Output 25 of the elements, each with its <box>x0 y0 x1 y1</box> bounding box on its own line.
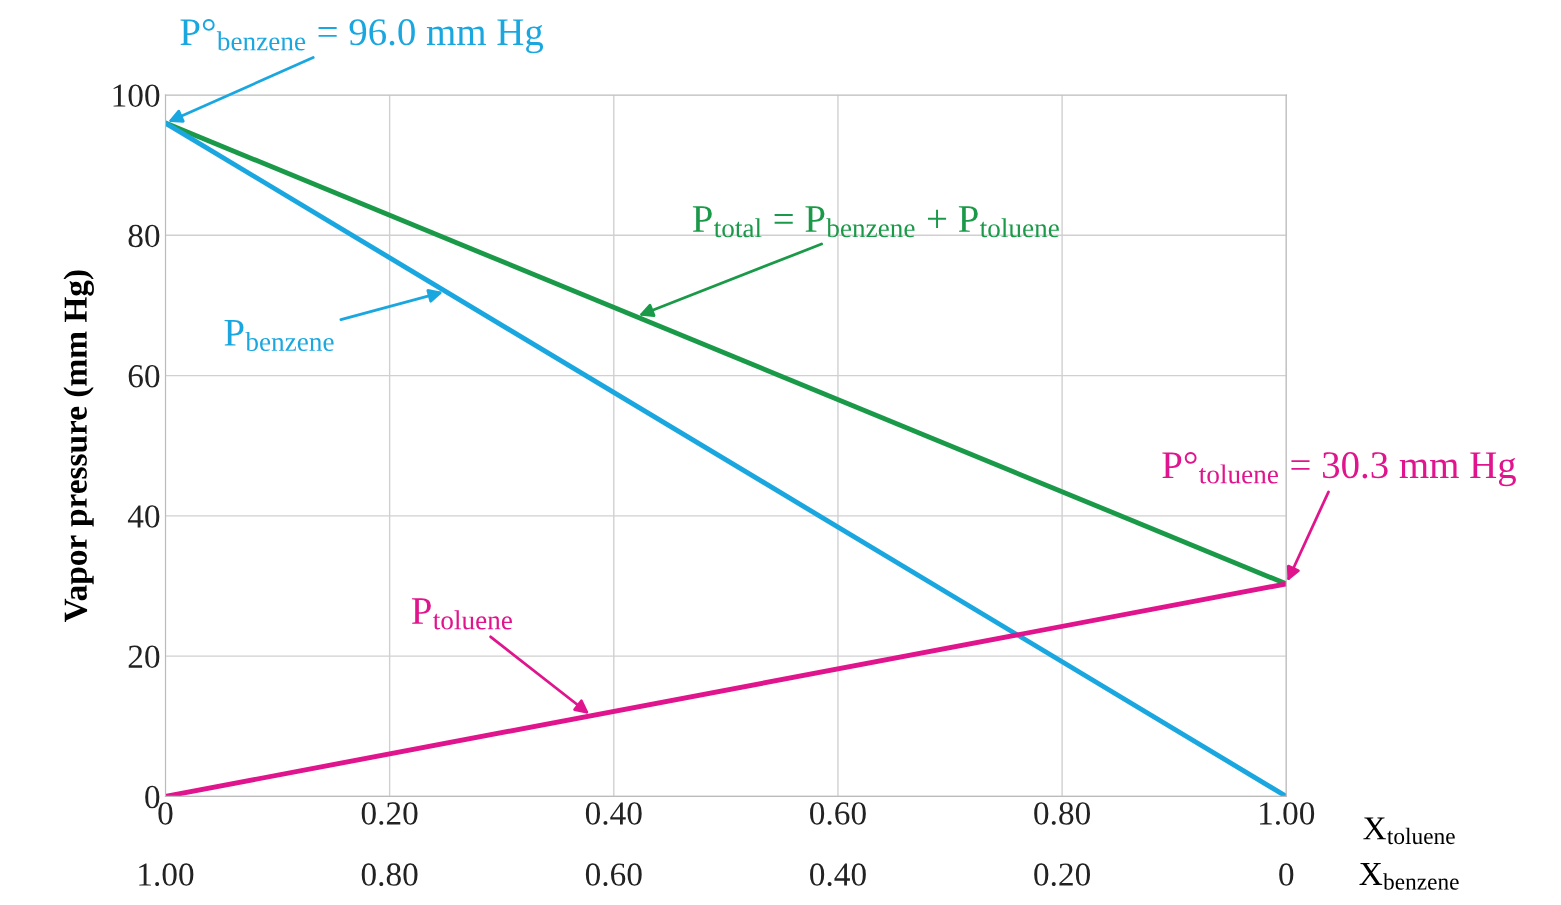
text: P$_{total}$ = P$_{benzene}$ + P$_{toluene}$ <box>692 206 1059 238</box>
x-tick-label: 1.00 <box>1260 802 1315 825</box>
x-tick-label: 0.60 <box>810 802 866 825</box>
x2-tick-label: 0 <box>1279 863 1294 886</box>
x2-tick-label: 1.00 <box>139 863 194 886</box>
x2-axis-title: X$_{benzene}$ <box>1359 863 1459 890</box>
y-tick-label: 0 <box>145 785 160 809</box>
y-tick-label: 20 <box>128 645 160 669</box>
x-tick-label: 0.80 <box>1034 802 1090 825</box>
x-tick-label: 0.40 <box>585 802 642 825</box>
x-tick-label: 0.20 <box>361 802 418 825</box>
x2-tick-label: 0.60 <box>585 863 642 886</box>
x2-tick-label: 0.40 <box>810 863 866 886</box>
y-tick-label: 40 <box>127 505 160 528</box>
y-tick-label: 80 <box>128 224 160 248</box>
x2-tick-label: 0.80 <box>361 863 418 886</box>
x-axis-title: X$_{toluene}$ <box>1363 817 1455 845</box>
y-tick-label: 100 <box>113 84 160 107</box>
y-axis-title: Vapor pressure (mm Hg) <box>63 270 94 623</box>
x2-tick-label: 0.20 <box>1034 863 1090 886</box>
annotation: P°$_{benzene}$ = 96.0 mm Hg <box>180 19 544 54</box>
y-tick-label: 60 <box>128 364 160 388</box>
annotation: P°$_{toluene}$ = 30.3 mm Hg <box>1162 452 1516 487</box>
text: P$_{benzene}$ <box>224 319 334 352</box>
text: P$_{toluene}$ <box>411 598 512 630</box>
